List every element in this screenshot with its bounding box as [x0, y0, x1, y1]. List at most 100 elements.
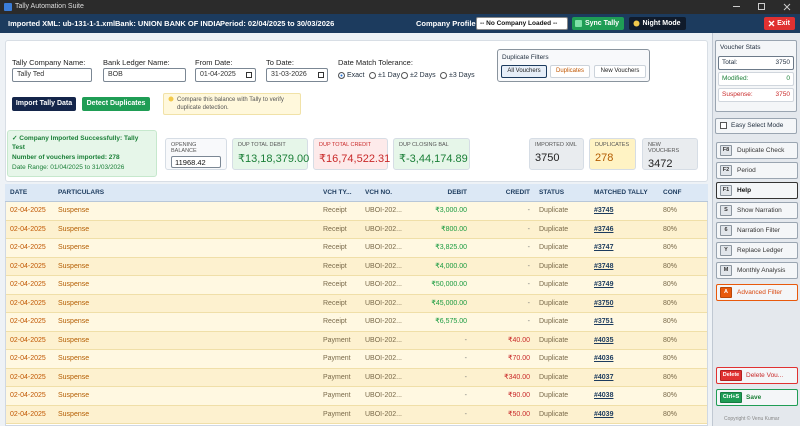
table-cell[interactable]: #3748: [594, 262, 614, 270]
shortcut-button[interactable]: A Advanced Filter: [716, 284, 798, 301]
table-row[interactable]: 02-04-2025 Suspense Receipt UBOI-202... ₹6,5…: [6, 313, 707, 332]
table-header: [5, 184, 708, 202]
table-cell: 80%: [663, 355, 678, 362]
import-button[interactable]: Import Tally Data: [12, 97, 76, 111]
radio[interactable]: [338, 72, 345, 79]
table-cell: Duplicate: [539, 299, 569, 307]
save-button[interactable]: Ctrl+S Save: [716, 389, 798, 406]
shortcut-button[interactable]: S Show Narration: [716, 202, 798, 219]
exit-icon: [768, 20, 775, 27]
easy-select[interactable]: [715, 118, 797, 134]
table-row[interactable]: 02-04-2025 Suspense Payment UBOI-202... - ₹90…: [6, 387, 707, 406]
company-input[interactable]: Tally Ted: [12, 68, 92, 82]
company-select[interactable]: -- No Company Loaded --: [476, 17, 568, 30]
table-row[interactable]: 02-04-2025 Suspense Payment UBOI-202... - ₹50…: [6, 405, 707, 424]
copyright: Copyright © Venu Kumar: [724, 416, 780, 422]
shortcut-button[interactable]: F1 Help: [716, 182, 798, 199]
table-row[interactable]: 02-04-2025 Suspense Receipt UBOI-202... ₹3,0…: [6, 202, 707, 221]
radio[interactable]: [369, 72, 376, 79]
table-cell: 02-04-2025: [10, 281, 46, 288]
table-row[interactable]: 02-04-2025 Suspense Receipt UBOI-202... ₹45,…: [6, 294, 707, 313]
from-date-input[interactable]: 01-04-2025: [195, 68, 256, 82]
table-row[interactable]: 02-04-2025 Suspense Receipt UBOI-202... ₹50,…: [6, 276, 707, 295]
table-cell[interactable]: #3745: [594, 207, 614, 214]
company-profile-label: Company Profile:: [416, 19, 479, 28]
detect-button[interactable]: Detect Duplicates: [82, 97, 150, 111]
table-cell[interactable]: #4039: [594, 410, 614, 418]
ledger-input[interactable]: BOB: [103, 68, 186, 82]
shortcut-button[interactable]: M Monthly Analysis: [716, 262, 798, 279]
table-cell[interactable]: #4036: [594, 355, 614, 362]
total-label: Total:: [722, 59, 738, 66]
column-header[interactable]: VCH NO.: [365, 189, 393, 196]
table-cell[interactable]: #3749: [594, 281, 614, 288]
column-header[interactable]: CREDIT: [505, 189, 530, 196]
filter-button[interactable]: All Vouchers: [501, 65, 547, 78]
key-badge: Delete: [720, 370, 742, 381]
table-cell: UBOI-202...: [365, 262, 402, 270]
table-cell[interactable]: #4038: [594, 392, 614, 399]
to-date-input[interactable]: 31-03-2026: [266, 68, 328, 82]
filter-button[interactable]: New Vouchers: [594, 65, 646, 78]
ledger-label: Bank Ledger Name:: [103, 58, 170, 67]
period: Period: 02/04/2025 to 30/03/2026: [220, 19, 335, 28]
table-row[interactable]: 02-04-2025 Suspense Receipt UBOI-202... ₹4,0…: [6, 257, 707, 276]
shortcut-button[interactable]: F8 Duplicate Check: [716, 142, 798, 159]
bank-name: Bank: UNION BANK OF INDIA: [115, 19, 221, 28]
card-label: OPENING BALANCE: [171, 142, 197, 154]
radio[interactable]: [401, 72, 408, 79]
opening-input[interactable]: 11968.42: [171, 156, 221, 168]
table-cell[interactable]: #3750: [594, 299, 614, 307]
night-mode-button[interactable]: Night Mode: [629, 17, 686, 30]
table-cell: ₹3,000.00: [435, 207, 467, 214]
table-cell: UBOI-202...: [365, 392, 402, 399]
minimize-button[interactable]: [733, 6, 740, 7]
column-header[interactable]: MATCHED TALLY: [594, 189, 648, 196]
table-cell: 80%: [663, 336, 678, 344]
table-cell: Suspense: [58, 262, 90, 270]
column-header[interactable]: CONF: [663, 189, 682, 196]
column-header[interactable]: VCH TY...: [323, 189, 352, 196]
table-cell[interactable]: #3747: [594, 244, 614, 251]
table-cell: -: [527, 244, 530, 251]
shortcut-button[interactable]: 6 Narration Filter: [716, 222, 798, 239]
status-count: Number of vouchers imported: 278: [12, 154, 120, 161]
filter-button[interactable]: Duplicates: [550, 65, 590, 78]
card-value: 3750: [535, 152, 560, 164]
card-label: DUP CLOSING BAL: [399, 142, 449, 148]
table-cell[interactable]: #3751: [594, 318, 614, 325]
column-header[interactable]: DEBIT: [447, 189, 468, 196]
table-cell: 80%: [663, 410, 678, 418]
maximize-button[interactable]: [758, 3, 765, 10]
table-cell: 02-04-2025: [10, 299, 46, 307]
moon-icon: [633, 20, 640, 27]
key-badge: F1: [720, 185, 732, 196]
shortcut-button[interactable]: F2 Period: [716, 162, 798, 179]
table-row[interactable]: 02-04-2025 Suspense Receipt UBOI-202... ₹3,8…: [6, 239, 707, 258]
table-cell[interactable]: #4035: [594, 336, 614, 344]
column-header[interactable]: PARTICULARS: [58, 189, 105, 196]
table-row[interactable]: 02-04-2025 Suspense Payment UBOI-202... - ₹70…: [6, 350, 707, 369]
table-cell: UBOI-202...: [365, 336, 402, 344]
easy-select-checkbox[interactable]: [720, 122, 727, 129]
opening-card: OPENING BALANCE 11968.42: [165, 138, 227, 170]
table-cell: UBOI-202...: [365, 244, 402, 251]
table-row[interactable]: 02-04-2025 Suspense Payment UBOI-202... - ₹40…: [6, 331, 707, 350]
table-row[interactable]: 02-04-2025 Suspense Receipt UBOI-202... ₹800…: [6, 220, 707, 239]
exit-button[interactable]: Exit: [764, 17, 795, 30]
table-cell[interactable]: #4037: [594, 373, 614, 381]
table-cell: ₹50.00: [508, 410, 530, 418]
close-button[interactable]: [783, 3, 791, 11]
table-cell: 02-04-2025: [10, 373, 46, 381]
key-badge: Ctrl+S: [720, 392, 742, 403]
delete-button[interactable]: Delete Delete Vou...: [716, 367, 798, 384]
table-cell: Suspense: [58, 336, 90, 344]
shortcut-button[interactable]: Y Replace Ledger: [716, 242, 798, 259]
radio[interactable]: [440, 72, 447, 79]
column-header[interactable]: STATUS: [539, 189, 565, 196]
sync-tally-button[interactable]: Sync Tally: [572, 17, 624, 30]
table-cell: Duplicate: [539, 373, 569, 381]
table-row[interactable]: 02-04-2025 Suspense Payment UBOI-202... - ₹34…: [6, 368, 707, 387]
table-cell[interactable]: #3746: [594, 225, 614, 233]
column-header[interactable]: DATE: [10, 189, 28, 196]
